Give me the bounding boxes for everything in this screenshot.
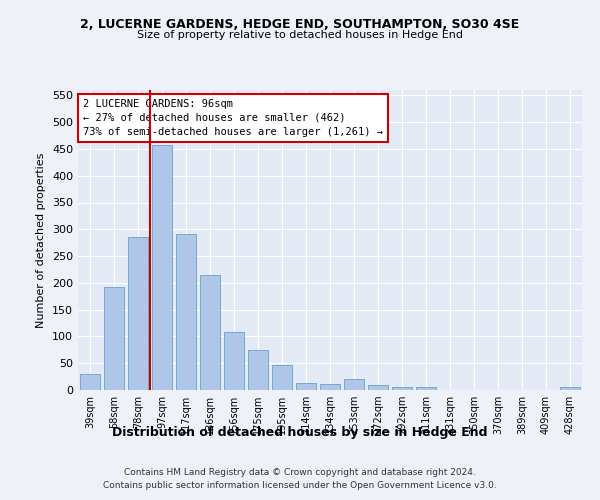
Text: Size of property relative to detached houses in Hedge End: Size of property relative to detached ho…: [137, 30, 463, 40]
Bar: [272, 365, 292, 390]
Y-axis label: Number of detached properties: Number of detached properties: [37, 152, 46, 328]
Bar: [80, 374, 100, 390]
Bar: [152, 144, 172, 390]
Bar: [296, 383, 316, 390]
Bar: [320, 384, 340, 390]
Bar: [104, 287, 124, 390]
Bar: [368, 384, 388, 390]
Text: Contains HM Land Registry data © Crown copyright and database right 2024.: Contains HM Land Registry data © Crown c…: [124, 468, 476, 477]
Text: Contains public sector information licensed under the Open Government Licence v3: Contains public sector information licen…: [103, 480, 497, 490]
Bar: [416, 387, 436, 390]
Bar: [224, 332, 244, 390]
Bar: [248, 350, 268, 390]
Bar: [200, 276, 220, 390]
Bar: [176, 234, 196, 390]
Text: 2, LUCERNE GARDENS, HEDGE END, SOUTHAMPTON, SO30 4SE: 2, LUCERNE GARDENS, HEDGE END, SOUTHAMPT…: [80, 18, 520, 30]
Bar: [344, 379, 364, 390]
Text: Distribution of detached houses by size in Hedge End: Distribution of detached houses by size …: [112, 426, 488, 439]
Bar: [128, 238, 148, 390]
Bar: [392, 388, 412, 390]
Text: 2 LUCERNE GARDENS: 96sqm
← 27% of detached houses are smaller (462)
73% of semi-: 2 LUCERNE GARDENS: 96sqm ← 27% of detach…: [83, 99, 383, 137]
Bar: [560, 387, 580, 390]
